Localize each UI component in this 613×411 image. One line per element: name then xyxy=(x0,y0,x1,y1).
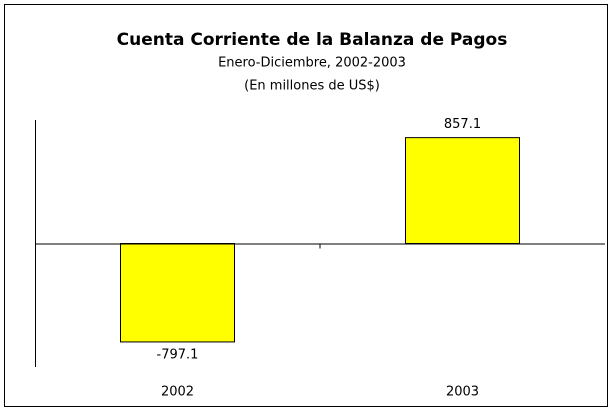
chart-subtitle: Enero-Diciembre, 2002-2003 xyxy=(218,56,406,71)
chart-subtitle: (En millones de US$) xyxy=(244,79,380,94)
bar xyxy=(405,137,520,244)
data-label: -797.1 xyxy=(157,347,199,362)
x-tick-label: 2003 xyxy=(446,385,479,400)
chart-title: Cuenta Corriente de la Balanza de Pagos xyxy=(117,30,508,50)
x-tick-label: 2002 xyxy=(161,385,194,400)
data-label: 857.1 xyxy=(444,117,481,132)
bar xyxy=(120,243,235,343)
